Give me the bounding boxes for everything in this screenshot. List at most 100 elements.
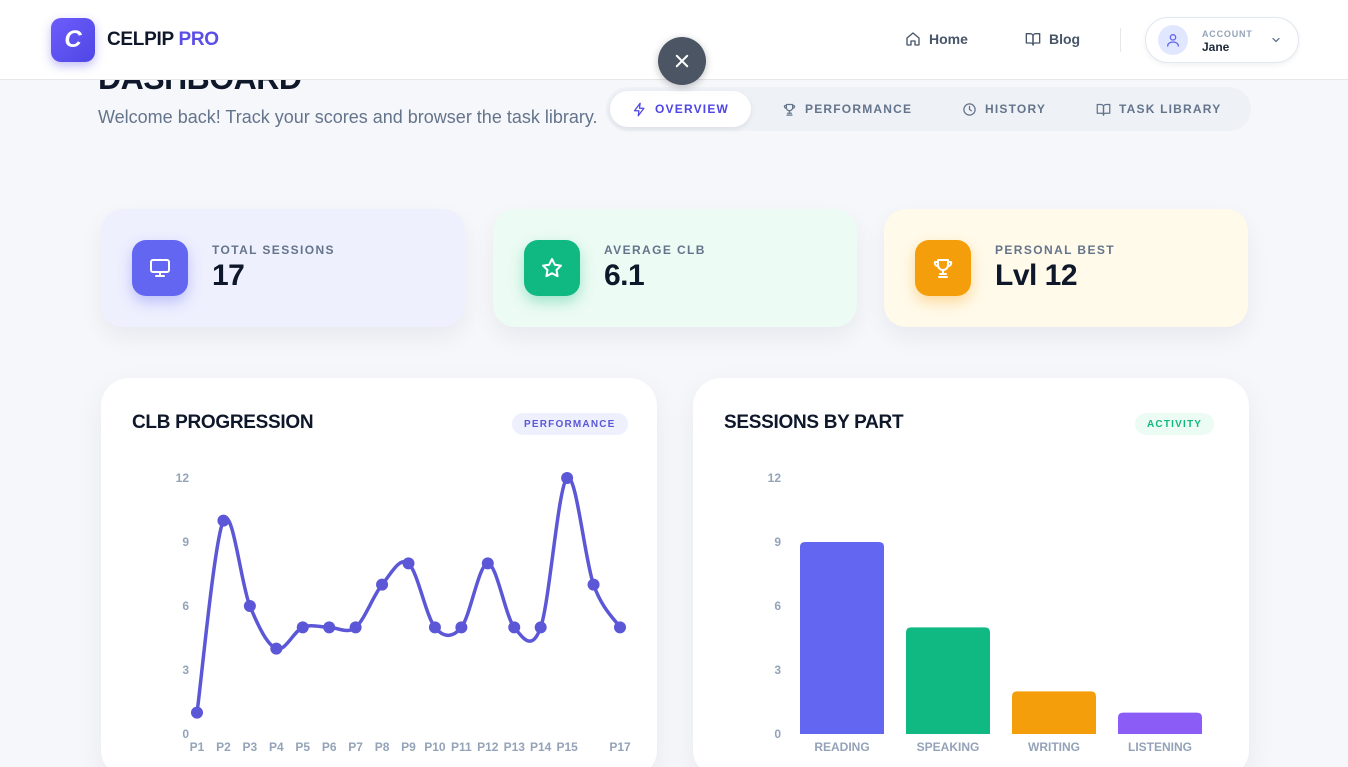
data-point[interactable] <box>534 621 547 634</box>
data-point[interactable] <box>561 472 574 484</box>
x-tick-label: P14 <box>530 740 552 754</box>
dashboard-tabs: OVERVIEW PERFORMANCE HISTORY TASK LIBRAR… <box>606 87 1251 131</box>
x-tick-label: READING <box>814 740 869 754</box>
x-tick-label: P5 <box>295 740 310 754</box>
account-menu-button[interactable]: ACCOUNT Jane <box>1145 17 1299 63</box>
bar-writing[interactable] <box>1012 691 1096 734</box>
user-icon <box>1167 34 1179 47</box>
page-subtitle: Welcome back! Track your scores and brow… <box>98 107 598 127</box>
x-tick-label: P8 <box>375 740 390 754</box>
data-point[interactable] <box>217 514 230 527</box>
stat-icon-box <box>132 240 188 296</box>
tab-overview-label: OVERVIEW <box>655 102 730 116</box>
sessions-by-part-chart: 0 3 6 9 12 READING SPEAKING WRITING LISTENING <box>768 471 1202 754</box>
stat-card-personal-best: PERSONAL BEST Lvl 12 <box>884 209 1248 327</box>
x-tick-label: P11 <box>451 740 472 754</box>
y-tick-label: 12 <box>768 471 782 485</box>
x-tick-label: WRITING <box>1028 740 1080 754</box>
x-tick-label: LISTENING <box>1128 740 1192 754</box>
data-point[interactable] <box>428 621 441 634</box>
y-tick-label: 3 <box>774 663 781 677</box>
nav-link-blog[interactable]: Blog <box>1025 31 1080 47</box>
x-tick-label: P17 <box>609 740 631 754</box>
nav-link-blog-label: Blog <box>1049 31 1081 47</box>
badge-activity: ACTIVITY <box>1135 413 1215 435</box>
logo-icon[interactable]: C <box>51 18 95 62</box>
data-point[interactable] <box>270 642 283 655</box>
y-tick-label: 9 <box>774 535 781 549</box>
clock-icon <box>963 102 976 116</box>
data-point[interactable] <box>455 621 468 634</box>
bar-reading[interactable] <box>800 542 884 734</box>
data-point[interactable] <box>508 621 521 634</box>
tab-performance[interactable]: PERFORMANCE <box>760 91 934 127</box>
data-point[interactable] <box>614 621 626 634</box>
stat-label: PERSONAL BEST <box>995 243 1115 257</box>
y-tick-label: 0 <box>182 727 189 741</box>
home-icon <box>906 32 920 46</box>
data-point[interactable] <box>191 706 203 719</box>
close-icon <box>675 54 689 68</box>
x-tick-label: P10 <box>424 740 446 754</box>
star-icon <box>542 258 562 278</box>
tab-performance-label: PERFORMANCE <box>805 102 913 116</box>
brand-name[interactable]: CELPIP PRO <box>107 29 219 51</box>
data-point[interactable] <box>376 578 389 591</box>
card-title: SESSIONS BY PART <box>724 412 904 433</box>
data-point[interactable] <box>296 621 309 634</box>
card-title: CLB PROGRESSION <box>132 412 314 433</box>
x-tick-label: P3 <box>243 740 258 754</box>
y-tick-label: 6 <box>774 599 781 613</box>
monitor-icon <box>150 259 170 277</box>
book-icon <box>1096 103 1111 116</box>
account-label: ACCOUNT <box>1202 29 1253 39</box>
y-tick-label: 0 <box>774 727 781 741</box>
stat-value: 6.1 <box>604 259 645 292</box>
card-clb-progression: CLB PROGRESSION PERFORMANCE 0 3 6 9 12 P1 P2 P3… <box>101 378 657 767</box>
avatar <box>1158 25 1188 55</box>
series-line <box>195 476 622 713</box>
data-point[interactable] <box>349 621 362 634</box>
x-tick-label: P4 <box>269 740 284 754</box>
x-tick-label: P7 <box>348 740 363 754</box>
data-point[interactable] <box>587 578 600 591</box>
badge-performance: PERFORMANCE <box>512 413 628 435</box>
stat-value: Lvl 12 <box>995 259 1078 292</box>
tab-task-library-label: TASK LIBRARY <box>1119 102 1222 116</box>
x-tick-label: P13 <box>504 740 526 754</box>
clb-progression-chart: 0 3 6 9 12 P1 P2 P3 P4 P5 P6 P7 P8 P9 P10 P11 P12 P13 P14 P… <box>176 471 631 754</box>
nav-link-home-label: Home <box>929 31 968 47</box>
x-tick-label: P12 <box>477 740 499 754</box>
stat-icon-box <box>915 240 971 296</box>
data-point[interactable] <box>323 621 336 634</box>
tab-overview[interactable]: OVERVIEW <box>610 91 752 127</box>
close-button[interactable] <box>658 37 706 85</box>
y-tick-label: 6 <box>182 599 189 613</box>
brand-main: CELPIP <box>107 29 174 50</box>
stat-label: AVERAGE CLB <box>604 243 706 257</box>
data-point[interactable] <box>402 557 415 570</box>
x-tick-label: P15 <box>556 740 578 754</box>
chevron-down-icon <box>1272 37 1280 43</box>
x-tick-label: P9 <box>401 740 416 754</box>
y-tick-label: 12 <box>176 471 190 485</box>
stat-card-total-sessions: TOTAL SESSIONS 17 <box>101 209 465 327</box>
nav-link-home[interactable]: Home <box>905 31 968 47</box>
y-tick-label: 9 <box>182 535 189 549</box>
stat-label: TOTAL SESSIONS <box>212 243 335 257</box>
data-point[interactable] <box>481 557 494 570</box>
x-tick-label: SPEAKING <box>917 740 980 754</box>
stat-icon-box <box>524 240 580 296</box>
tab-history[interactable]: HISTORY <box>940 91 1068 127</box>
bar-listening[interactable] <box>1118 712 1202 734</box>
tab-task-library[interactable]: TASK LIBRARY <box>1074 91 1243 127</box>
x-tick-label: P2 <box>216 740 231 754</box>
data-point[interactable] <box>243 600 256 612</box>
bar-speaking[interactable] <box>906 627 990 734</box>
account-name: Jane <box>1202 40 1230 54</box>
brand-accent: PRO <box>178 29 219 50</box>
x-tick-label: P6 <box>322 740 337 754</box>
y-tick-label: 3 <box>182 663 189 677</box>
trophy-icon <box>933 259 953 278</box>
tab-history-label: HISTORY <box>985 102 1047 116</box>
